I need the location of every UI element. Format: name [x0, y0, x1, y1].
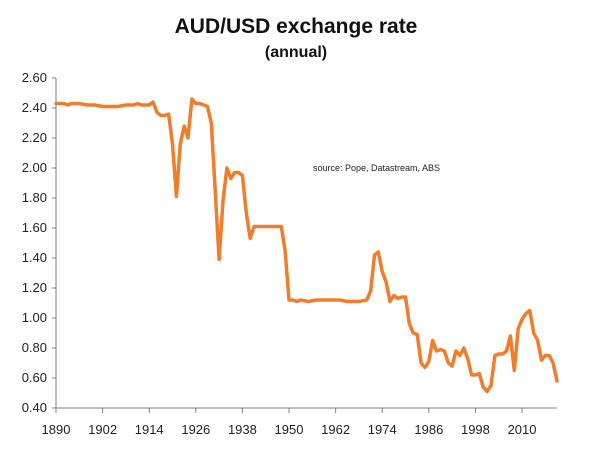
- y-tick-label: 0.40: [22, 400, 47, 415]
- x-tick-label: 1914: [135, 422, 164, 437]
- x-tick-label: 1890: [42, 422, 71, 437]
- y-tick-label: 1.60: [22, 220, 47, 235]
- x-tick-label: 1902: [88, 422, 117, 437]
- x-tick-label: 1986: [414, 422, 443, 437]
- x-tick-label: 1962: [321, 422, 350, 437]
- exchange-rate-line: [54, 97, 559, 394]
- y-tick-label: 2.00: [22, 160, 47, 175]
- x-tick-label: 1998: [461, 422, 490, 437]
- chart-axes: [55, 78, 557, 409]
- y-tick-label: 2.60: [22, 70, 47, 85]
- y-tick-label: 0.60: [22, 370, 47, 385]
- x-axis-ticks: 1890 1902 1914 1926 1938 1950 1962 1974 1986 1998…: [42, 408, 537, 437]
- y-tick-label: 1.40: [22, 250, 47, 265]
- chart-title: AUD/USD exchange rate: [175, 15, 418, 38]
- x-tick-label: 1950: [275, 422, 304, 437]
- x-tick-label: 2010: [508, 422, 537, 437]
- plot-area: [54, 97, 559, 394]
- x-tick-label: 1938: [228, 422, 257, 437]
- y-axis-ticks: 0.40 0.60 0.80 1.00 1.20 1.40 1.60 1.80 2.00 2.20…: [22, 70, 56, 415]
- y-tick-label: 0.80: [22, 340, 47, 355]
- x-tick-label: 1974: [368, 422, 397, 437]
- y-tick-label: 1.00: [22, 310, 47, 325]
- x-tick-label: 1926: [181, 422, 210, 437]
- y-tick-label: 2.20: [22, 130, 47, 145]
- y-tick-label: 1.20: [22, 280, 47, 295]
- y-tick-label: 2.40: [22, 100, 47, 115]
- chart-subtitle: (annual): [265, 44, 327, 61]
- source-annotation: source: Pope, Datastream, ABS: [313, 163, 440, 173]
- y-tick-label: 1.80: [22, 190, 47, 205]
